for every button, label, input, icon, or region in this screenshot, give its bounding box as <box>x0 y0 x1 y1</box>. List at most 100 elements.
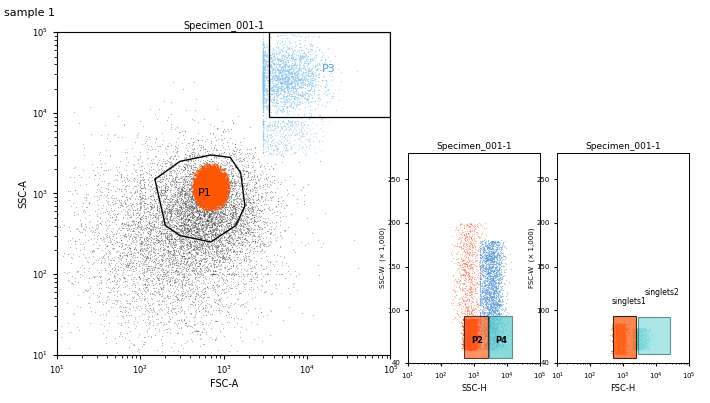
Point <box>177 226 188 233</box>
Point <box>476 326 488 333</box>
Point <box>613 332 624 338</box>
Point <box>482 238 493 245</box>
Point <box>203 280 214 286</box>
Point <box>229 257 241 263</box>
Point <box>467 343 479 349</box>
Point <box>240 154 251 160</box>
Point <box>491 308 503 314</box>
Point <box>121 234 132 240</box>
Point <box>193 232 204 238</box>
Point <box>258 57 269 64</box>
Point <box>116 220 128 226</box>
Point <box>640 326 651 332</box>
Point <box>611 351 623 357</box>
Point <box>473 334 484 341</box>
Point <box>468 338 479 345</box>
Point <box>207 177 218 184</box>
Point <box>217 172 228 179</box>
Point <box>213 185 224 191</box>
Point <box>467 345 479 351</box>
Point <box>187 197 198 204</box>
Point <box>487 345 498 351</box>
Point <box>484 341 496 347</box>
Point <box>141 214 152 221</box>
Point <box>109 266 120 273</box>
Point <box>616 340 628 347</box>
Point <box>258 124 269 130</box>
Point <box>615 347 626 353</box>
Point <box>231 164 242 170</box>
Point <box>463 324 474 330</box>
Point <box>275 73 287 80</box>
Point <box>177 228 188 234</box>
Point <box>279 80 290 87</box>
Point <box>615 323 626 329</box>
Point <box>138 185 149 191</box>
Point <box>94 194 105 200</box>
Point <box>464 235 475 242</box>
Point <box>153 237 164 243</box>
Point <box>190 180 202 187</box>
Point <box>474 247 486 253</box>
Point <box>141 206 152 212</box>
Point <box>229 271 241 277</box>
Point <box>463 324 474 330</box>
Point <box>217 183 229 190</box>
Point <box>471 337 482 343</box>
Point <box>219 204 230 210</box>
Point <box>234 289 246 296</box>
Point <box>213 169 224 176</box>
Point <box>197 178 209 184</box>
Point <box>195 168 207 175</box>
Point <box>192 220 204 226</box>
Point <box>195 162 207 168</box>
Point <box>270 132 281 138</box>
Point <box>142 218 153 225</box>
Point <box>153 280 165 287</box>
Point <box>611 323 622 330</box>
Point <box>200 205 211 212</box>
Point <box>220 272 231 279</box>
Point <box>493 311 505 318</box>
Point <box>306 75 317 82</box>
Point <box>476 271 488 278</box>
Point <box>150 189 161 195</box>
Point <box>469 337 481 343</box>
Point <box>615 350 626 357</box>
Point <box>204 170 216 176</box>
Point <box>200 280 211 287</box>
Point <box>278 126 290 133</box>
Point <box>479 319 491 325</box>
Point <box>615 325 626 331</box>
Point <box>198 182 209 188</box>
Point <box>206 186 217 193</box>
Point <box>204 184 216 191</box>
Point <box>615 327 626 333</box>
Point <box>213 295 224 302</box>
Point <box>187 243 199 249</box>
Point <box>217 178 228 184</box>
Point <box>468 341 479 348</box>
Point <box>209 172 220 179</box>
Point <box>197 192 209 199</box>
Point <box>93 222 104 228</box>
Point <box>119 221 131 227</box>
Point <box>475 283 486 289</box>
Point <box>239 303 250 309</box>
Point <box>175 175 187 181</box>
Point <box>209 198 221 205</box>
Point <box>190 193 202 199</box>
Point <box>258 126 269 133</box>
Point <box>197 190 208 197</box>
Point <box>493 252 504 258</box>
Point <box>258 80 270 87</box>
Point <box>613 321 625 327</box>
Point <box>615 348 626 355</box>
Point <box>245 200 256 207</box>
Point <box>248 226 259 233</box>
Point <box>464 318 476 324</box>
Point <box>273 76 284 82</box>
Point <box>209 214 221 220</box>
Point <box>488 320 499 326</box>
Point <box>464 329 475 336</box>
